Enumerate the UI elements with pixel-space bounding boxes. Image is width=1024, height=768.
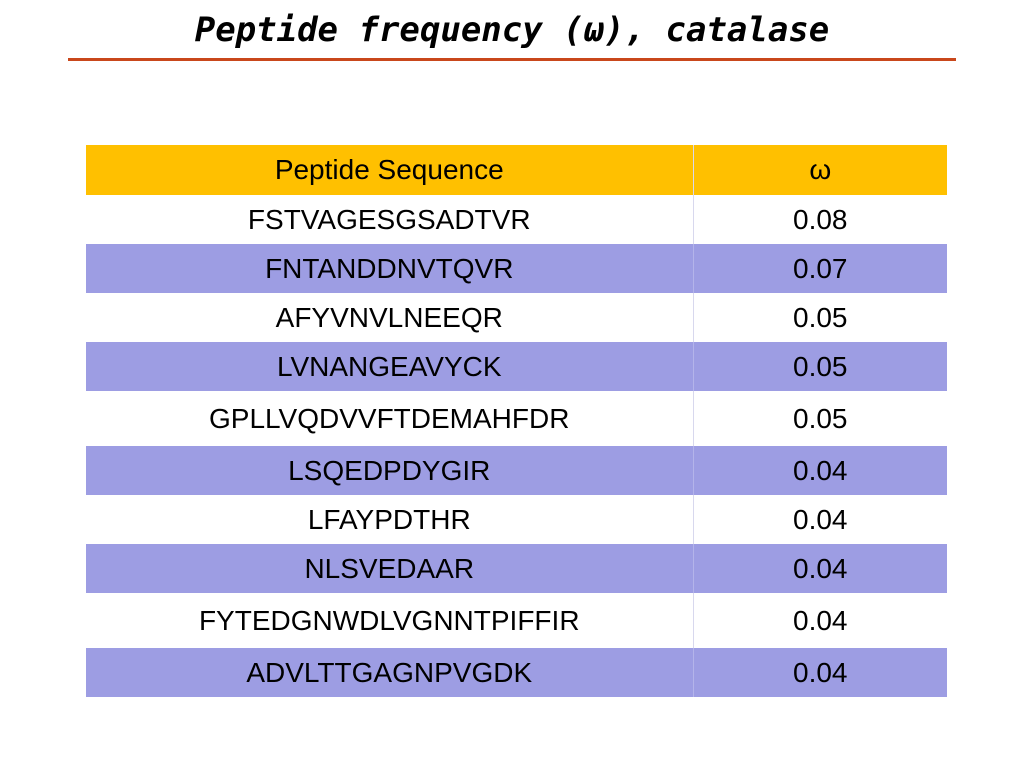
omega-cell: 0.05 <box>692 293 947 342</box>
table-row: LFAYPDTHR 0.04 <box>86 495 947 544</box>
omega-cell: 0.04 <box>692 495 947 544</box>
peptide-sequence-cell: ADVLTTGAGNPVGDK <box>246 656 533 688</box>
table-row: NLSVEDAAR 0.04 <box>86 544 947 593</box>
table-row: AFYVNVLNEEQR 0.05 <box>86 293 947 342</box>
peptide-sequence-cell: FNTANDDNVTQVR <box>265 252 514 284</box>
omega-cell: 0.04 <box>692 544 947 593</box>
table-header-row: Peptide Sequence ω <box>86 145 947 195</box>
peptide-sequence-cell: LFAYPDTHR <box>307 503 471 535</box>
peptide-sequence-cell: FYTEDGNWDLVGNNTPIFFIR <box>198 604 580 636</box>
table-row: LSQEDPDYGIR 0.04 <box>86 446 947 495</box>
omega-cell: 0.05 <box>692 342 947 391</box>
table-row: LVNANGEAVYCK 0.05 <box>86 342 947 391</box>
table-row: FSTVAGESGSADTVR 0.08 <box>86 195 947 244</box>
table-row: ADVLTTGAGNPVGDK 0.04 <box>86 648 947 697</box>
omega-cell: 0.08 <box>692 195 947 244</box>
peptide-sequence-cell: LSQEDPDYGIR <box>288 454 491 486</box>
page-title: Peptide frequency (ω), catalase <box>194 10 830 50</box>
peptide-sequence-cell: GPLLVQDVVFTDEMAHFDR <box>209 402 570 434</box>
header-omega: ω <box>692 145 947 195</box>
table-row: FYTEDGNWDLVGNNTPIFFIR 0.04 <box>86 593 947 648</box>
table-row: GPLLVQDVVFTDEMAHFDR 0.05 <box>86 391 947 446</box>
omega-cell: 0.04 <box>692 593 947 648</box>
peptide-sequence-cell: LVNANGEAVYCK <box>276 350 502 382</box>
peptide-sequence-cell: FSTVAGESGSADTVR <box>247 203 531 235</box>
peptide-sequence-cell: NLSVEDAAR <box>304 552 475 584</box>
omega-cell: 0.05 <box>692 391 947 446</box>
peptide-sequence-cell: AFYVNVLNEEQR <box>275 301 503 333</box>
table-row: FNTANDDNVTQVR 0.07 <box>86 244 947 293</box>
title-underline <box>68 58 956 61</box>
omega-cell: 0.07 <box>692 244 947 293</box>
omega-cell: 0.04 <box>692 648 947 697</box>
omega-cell: 0.04 <box>692 446 947 495</box>
peptide-frequency-table: Peptide Sequence ω FSTVAGESGSADTVR 0.08 … <box>86 145 947 697</box>
header-peptide-sequence: Peptide Sequence <box>274 154 504 185</box>
